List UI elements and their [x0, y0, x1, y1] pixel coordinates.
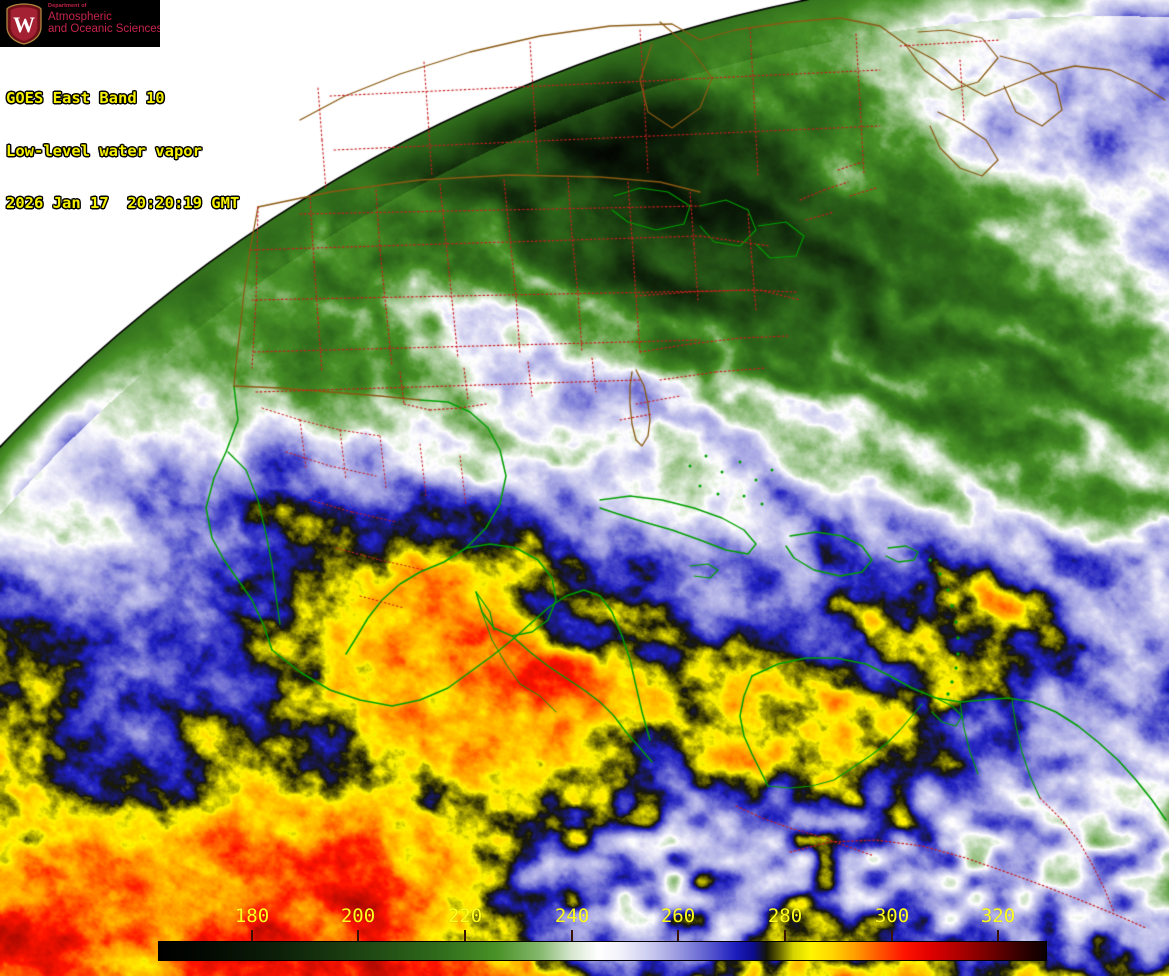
uw-aos-logo: W Department of Atmospheric and Oceanic … — [0, 0, 160, 47]
product-title-line-timestamp: 2026 Jan 17 20:20:19 GMT — [6, 194, 240, 212]
svg-text:W: W — [13, 12, 35, 37]
uw-aos-logo-text: Department of Atmospheric and Oceanic Sc… — [48, 3, 160, 46]
product-title-line-channel: Low-level water vapor — [6, 141, 202, 160]
logo-line-1: Atmospheric — [48, 10, 112, 23]
logo-line-2: and Oceanic Sciences — [48, 23, 160, 36]
logo-department-label: Department of — [48, 3, 87, 9]
uw-w-crest-icon: W — [6, 3, 42, 45]
product-title-block: GOES East Band 10 Low-level water vapor … — [6, 55, 239, 248]
product-title-line-satellite-band: GOES East Band 10 — [6, 89, 165, 107]
